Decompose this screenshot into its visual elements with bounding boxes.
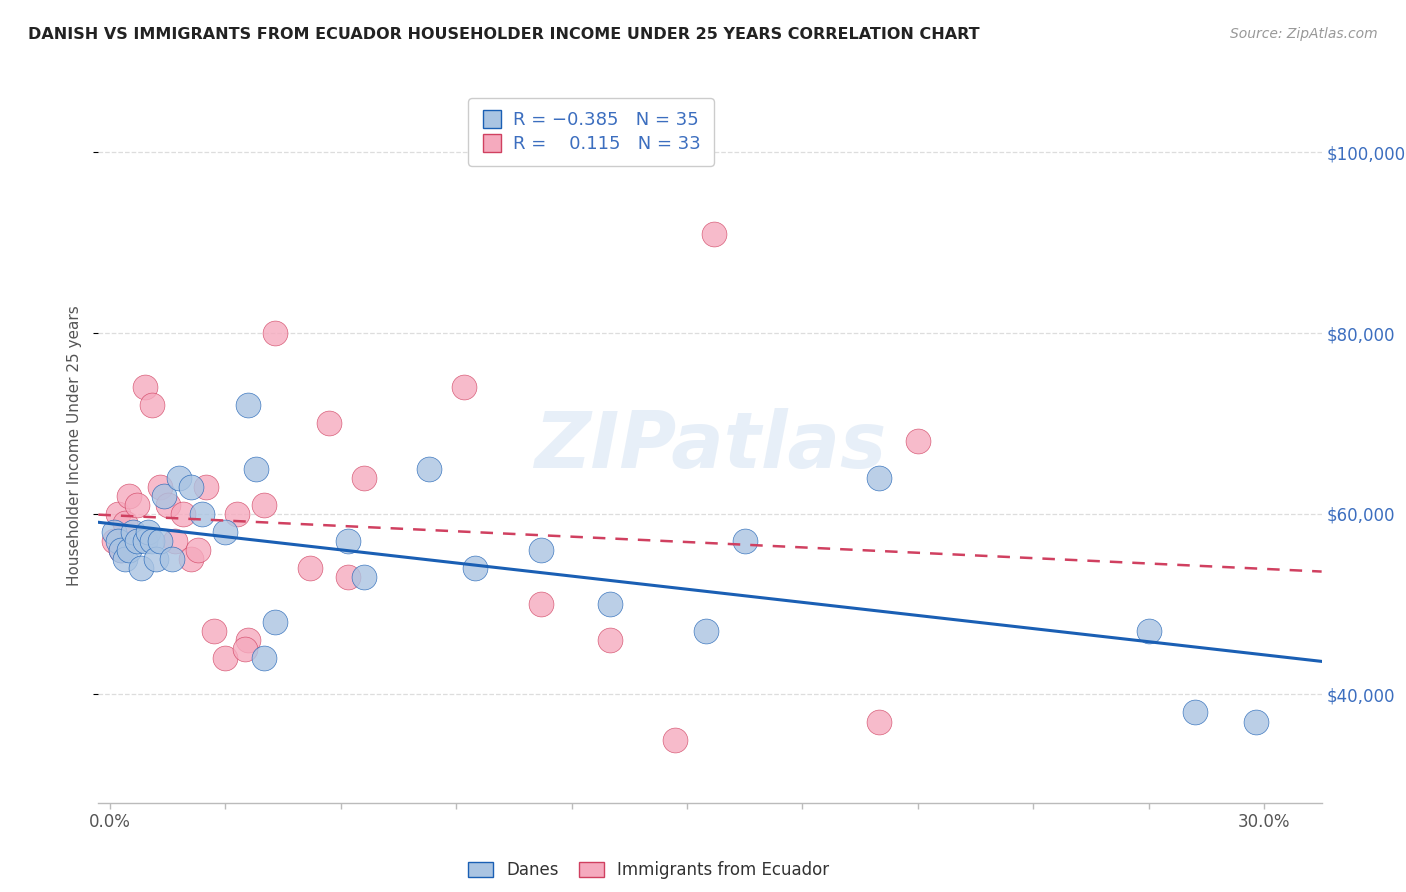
Point bbox=[103, 524, 125, 539]
Point bbox=[464, 561, 486, 575]
Point bbox=[122, 524, 145, 539]
Point bbox=[191, 507, 214, 521]
Point bbox=[695, 624, 717, 639]
Point bbox=[125, 533, 148, 548]
Point bbox=[318, 417, 340, 431]
Point bbox=[110, 542, 132, 557]
Point bbox=[253, 651, 276, 665]
Point bbox=[245, 461, 267, 475]
Point bbox=[1184, 706, 1206, 720]
Point bbox=[149, 480, 172, 494]
Point bbox=[868, 714, 890, 729]
Point bbox=[264, 615, 287, 629]
Point bbox=[129, 561, 152, 575]
Point bbox=[180, 552, 202, 566]
Point bbox=[530, 542, 553, 557]
Point bbox=[453, 380, 475, 394]
Point bbox=[156, 498, 179, 512]
Point bbox=[202, 624, 225, 639]
Point bbox=[734, 533, 756, 548]
Point bbox=[868, 470, 890, 484]
Point bbox=[233, 642, 256, 657]
Point bbox=[238, 398, 260, 412]
Point bbox=[214, 651, 236, 665]
Point bbox=[134, 380, 156, 394]
Point bbox=[114, 552, 136, 566]
Point bbox=[187, 542, 209, 557]
Point bbox=[353, 570, 375, 584]
Point bbox=[418, 461, 440, 475]
Point bbox=[107, 533, 129, 548]
Point bbox=[141, 398, 163, 412]
Point bbox=[238, 633, 260, 648]
Text: ZIPatlas: ZIPatlas bbox=[534, 408, 886, 484]
Point bbox=[160, 552, 183, 566]
Point bbox=[103, 533, 125, 548]
Legend: Danes, Immigrants from Ecuador: Danes, Immigrants from Ecuador bbox=[460, 853, 838, 888]
Point bbox=[167, 470, 190, 484]
Point bbox=[1137, 624, 1160, 639]
Point bbox=[337, 533, 360, 548]
Point bbox=[298, 561, 321, 575]
Point bbox=[337, 570, 360, 584]
Point bbox=[253, 498, 276, 512]
Point bbox=[134, 533, 156, 548]
Point bbox=[118, 542, 141, 557]
Point bbox=[195, 480, 218, 494]
Point bbox=[703, 227, 725, 241]
Point bbox=[149, 533, 172, 548]
Point bbox=[172, 507, 194, 521]
Point bbox=[180, 480, 202, 494]
Point bbox=[599, 597, 621, 611]
Point bbox=[145, 552, 167, 566]
Y-axis label: Householder Income Under 25 years: Householder Income Under 25 years bbox=[67, 306, 83, 586]
Point bbox=[664, 732, 686, 747]
Text: Source: ZipAtlas.com: Source: ZipAtlas.com bbox=[1230, 27, 1378, 41]
Text: DANISH VS IMMIGRANTS FROM ECUADOR HOUSEHOLDER INCOME UNDER 25 YEARS CORRELATION : DANISH VS IMMIGRANTS FROM ECUADOR HOUSEH… bbox=[28, 27, 980, 42]
Point bbox=[264, 326, 287, 340]
Point bbox=[530, 597, 553, 611]
Point bbox=[907, 434, 929, 449]
Point bbox=[110, 542, 132, 557]
Point bbox=[118, 489, 141, 503]
Point bbox=[225, 507, 247, 521]
Point bbox=[107, 507, 129, 521]
Point bbox=[125, 498, 148, 512]
Point bbox=[153, 489, 176, 503]
Point bbox=[599, 633, 621, 648]
Point bbox=[214, 524, 236, 539]
Point bbox=[141, 533, 163, 548]
Point bbox=[353, 470, 375, 484]
Point bbox=[1244, 714, 1267, 729]
Point bbox=[114, 516, 136, 530]
Point bbox=[165, 533, 187, 548]
Point bbox=[138, 524, 160, 539]
